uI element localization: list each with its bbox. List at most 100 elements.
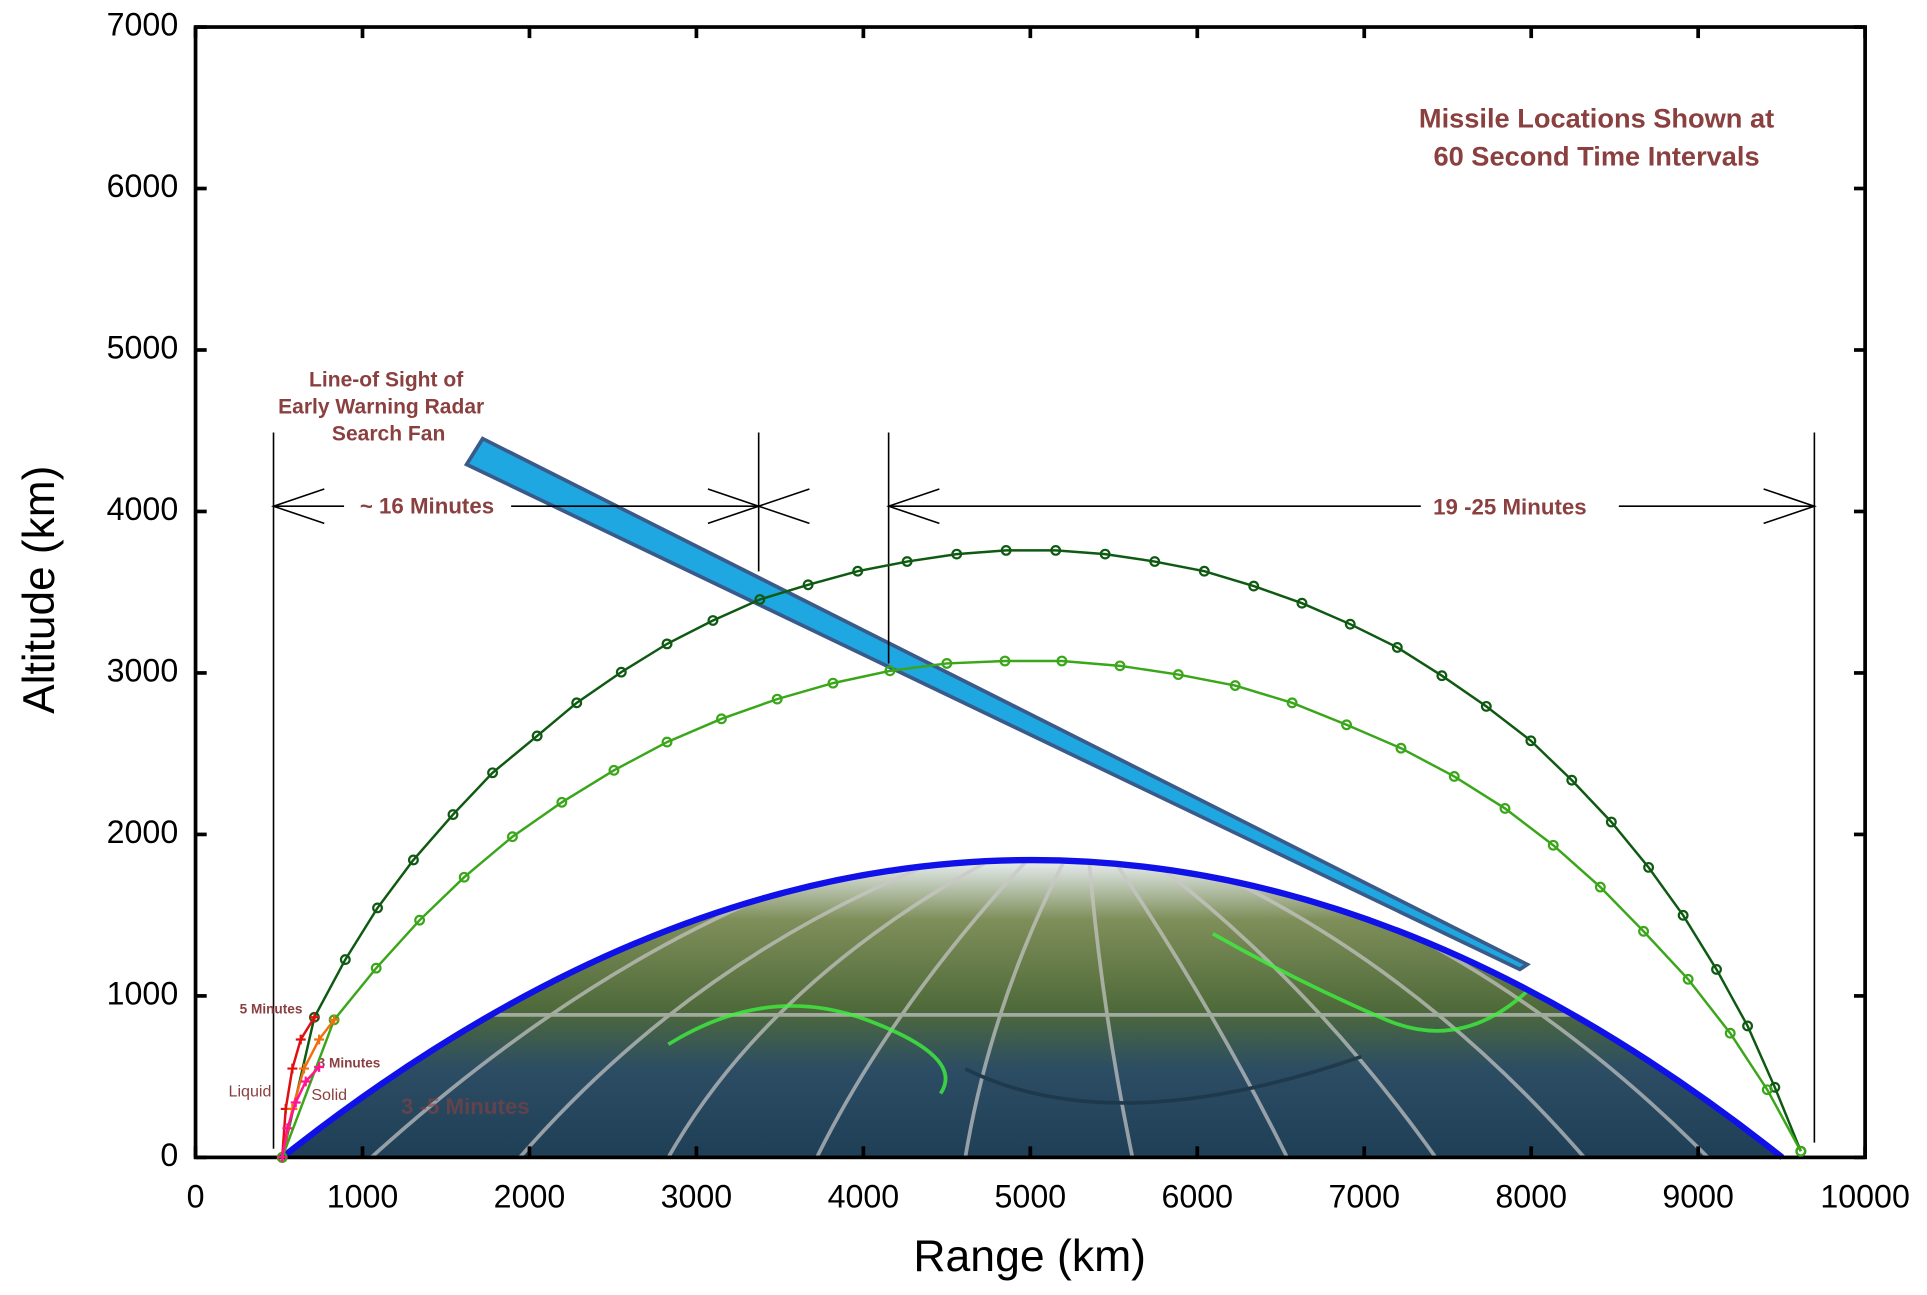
point <box>951 548 963 560</box>
point <box>372 902 383 914</box>
annotation: Early Warning Radar <box>278 395 484 418</box>
annotation: Search Fan <box>332 423 445 446</box>
x-tick-label: 6000 <box>1162 1179 1234 1215</box>
point <box>1682 973 1694 985</box>
point <box>309 1012 320 1023</box>
point <box>1391 642 1403 653</box>
point <box>1499 803 1511 814</box>
point <box>1099 548 1111 560</box>
annotation: Liquid <box>229 1083 272 1101</box>
point <box>1344 618 1356 630</box>
point <box>414 914 426 926</box>
annotation: 19 -25 Minutes <box>1433 495 1586 520</box>
point <box>1248 580 1260 592</box>
point <box>339 954 351 965</box>
annotation: 60 Second Time Intervals <box>1433 141 1759 172</box>
annotation: ~ 16 Minutes <box>360 493 494 518</box>
point <box>1296 597 1308 609</box>
x-tick-label: 8000 <box>1495 1179 1567 1215</box>
annotation: 5 Minutes <box>240 1002 303 1017</box>
point <box>314 1062 325 1072</box>
x-tick-label: 7000 <box>1328 1179 1400 1215</box>
point <box>1341 719 1352 731</box>
point <box>458 871 470 883</box>
point <box>1286 697 1298 709</box>
point <box>1114 660 1126 672</box>
point <box>1000 544 1012 556</box>
annotation: Solid <box>311 1086 347 1104</box>
point <box>771 693 783 705</box>
point <box>1638 925 1650 937</box>
point <box>370 962 382 974</box>
point <box>290 1097 301 1108</box>
x-axis-label: Range (km) <box>913 1232 1146 1281</box>
point <box>1594 881 1606 893</box>
point <box>1480 700 1492 712</box>
point <box>407 854 419 866</box>
point <box>314 1034 325 1045</box>
point <box>852 565 864 577</box>
point <box>487 767 499 779</box>
x-tick-label: 0 <box>187 1179 205 1215</box>
point <box>1677 909 1689 921</box>
point <box>1056 655 1068 667</box>
point <box>754 594 766 605</box>
x-tick-label: 5000 <box>995 1179 1067 1215</box>
point <box>661 736 673 748</box>
point <box>1643 861 1655 873</box>
point <box>802 579 814 591</box>
y-tick-label: 7000 <box>107 7 179 43</box>
y-axis-label: Altitude (km) <box>15 466 64 714</box>
point <box>999 655 1011 667</box>
point <box>506 831 518 843</box>
trajectory <box>280 549 1802 1158</box>
point <box>1050 544 1062 556</box>
x-tick-label: 2000 <box>494 1179 566 1215</box>
y-tick-label: 4000 <box>107 491 179 527</box>
annotation: 3 Minutes <box>318 1056 381 1071</box>
y-tick-label: 6000 <box>107 168 179 204</box>
point <box>1198 565 1210 577</box>
trajectory <box>281 659 1802 1158</box>
point <box>1547 839 1559 851</box>
point <box>901 556 913 567</box>
point <box>277 1152 288 1163</box>
y-tick-label: 5000 <box>107 330 179 366</box>
point <box>941 658 953 669</box>
point <box>531 730 543 742</box>
point <box>1761 1084 1773 1096</box>
point <box>282 1123 293 1134</box>
point <box>707 615 719 626</box>
point <box>1149 556 1161 567</box>
point <box>295 1034 306 1045</box>
point <box>1525 735 1537 747</box>
point <box>1742 1020 1754 1032</box>
x-tick-label: 1000 <box>327 1179 399 1215</box>
label-bg <box>344 492 512 520</box>
x-tick-label: 4000 <box>828 1179 900 1215</box>
point <box>1395 742 1407 754</box>
y-tick-label: 1000 <box>107 975 179 1011</box>
point <box>1795 1145 1807 1157</box>
point <box>827 677 839 689</box>
point <box>661 638 673 650</box>
point <box>608 764 620 776</box>
point <box>556 796 568 808</box>
point <box>1711 964 1722 975</box>
y-tick-label: 3000 <box>107 652 179 688</box>
x-tick-label: 9000 <box>1662 1179 1734 1215</box>
point <box>1724 1027 1736 1039</box>
point <box>615 666 627 678</box>
point <box>716 713 727 725</box>
y-tick-label: 2000 <box>107 814 179 850</box>
point <box>571 697 583 709</box>
point <box>447 809 459 820</box>
point <box>1448 771 1460 782</box>
annotation: Missile Locations Shown at <box>1419 103 1774 134</box>
x-tick-label: 10000 <box>1820 1179 1909 1215</box>
point <box>287 1063 298 1074</box>
x-tick-label: 3000 <box>661 1179 733 1215</box>
point <box>329 1014 340 1025</box>
point <box>300 1076 311 1087</box>
